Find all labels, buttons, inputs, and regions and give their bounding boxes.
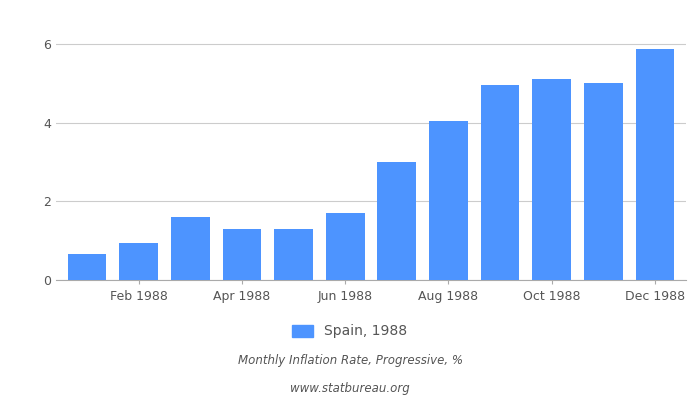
- Legend: Spain, 1988: Spain, 1988: [287, 319, 413, 344]
- Bar: [119, 243, 158, 280]
- Bar: [68, 254, 106, 280]
- Bar: [326, 213, 365, 280]
- Bar: [636, 48, 674, 280]
- Bar: [429, 120, 468, 280]
- Text: www.statbureau.org: www.statbureau.org: [290, 382, 410, 395]
- Bar: [481, 85, 519, 280]
- Bar: [223, 229, 261, 280]
- Text: Monthly Inflation Rate, Progressive, %: Monthly Inflation Rate, Progressive, %: [237, 354, 463, 367]
- Bar: [377, 162, 416, 280]
- Bar: [533, 79, 571, 280]
- Bar: [274, 229, 313, 280]
- Bar: [584, 83, 623, 280]
- Bar: [171, 217, 209, 280]
